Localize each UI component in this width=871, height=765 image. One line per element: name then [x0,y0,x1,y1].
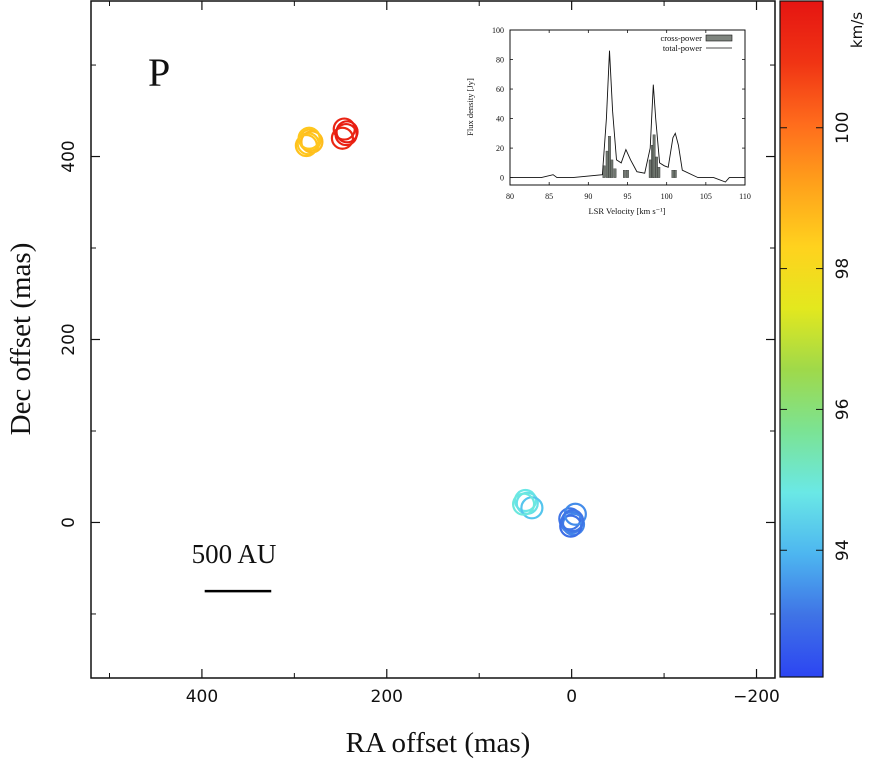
colorbar-tick-label: 94 [833,539,853,561]
y-tick-label: 200 [59,323,79,355]
inset-axis-ticks: 80 85 90 95 100 105 110 0 20 40 60 80 100 [492,26,751,201]
cross-power-bars [602,134,677,178]
y-tick-label: 400 [59,140,79,172]
maser-spot [513,488,538,513]
inset-y-tick-label: 80 [496,56,504,65]
total-power-line [510,50,745,183]
inset-y-axis-label: Flux density [Jy] [465,78,475,136]
inset-y-tick-label: 40 [496,115,504,124]
colorbar-ticks: 94 96 98 100 [780,112,853,561]
maser-spot [511,492,536,516]
cross-power-bar [605,150,609,178]
cross-power-bar [648,159,652,178]
cross-power-bar [671,170,675,178]
inset-y-tick-label: 0 [500,174,504,183]
cross-power-bar [657,167,661,178]
cross-power-bar [626,170,629,178]
maser-spot [300,130,324,154]
scale-bar-label: 500 AU [192,539,277,569]
cross-power-bar [623,170,626,178]
inset-y-tick-label: 100 [492,26,504,35]
cross-power-bar [673,170,677,178]
inset-y-tick-label: 20 [496,144,504,153]
inset-x-axis-label: LSR Velocity [km s⁻¹] [588,206,665,216]
maser-spot [558,507,582,531]
colorbar-tick-label: 100 [833,112,853,144]
colorbar-tick-label: 98 [833,258,853,280]
colorbar-unit-label: km/s [848,12,866,48]
inset-x-tick-label: 110 [739,192,751,201]
inset-x-tick-label: 85 [545,192,553,201]
cross-power-bar [652,134,656,178]
inset-x-tick-label: 80 [506,192,514,201]
legend-total-power-label: total-power [663,43,702,53]
x-tick-label: −200 [733,687,780,707]
maser-spot [560,509,585,533]
cross-power-bar [655,156,658,178]
inset-x-tick-label: 90 [584,192,592,201]
colorbar-tick-label: 96 [833,399,853,421]
x-tick-label: 200 [371,687,403,707]
cross-power-bar [610,159,614,178]
maser-spot [297,126,321,150]
maser-spots [294,117,587,538]
x-axis-label: RA offset (mas) [346,727,531,759]
x-tick-label: 0 [566,687,577,707]
legend-cross-power-swatch [705,34,733,42]
cross-power-bar [613,168,617,178]
inset-x-tick-label: 100 [661,192,673,201]
colorbar [779,0,824,678]
inset-spectrum: 80 85 90 95 100 105 110 0 20 40 60 80 100 LSR Veloci… [465,26,751,216]
panel-label: P [148,50,170,95]
y-axis-label: Dec offset (mas) [5,243,37,436]
inset-x-tick-label: 105 [700,192,712,201]
maser-spot [335,120,359,144]
inset-frame [509,29,746,186]
y-tick-label: 0 [59,517,79,528]
maser-spot [330,126,355,150]
inset-x-tick-label: 95 [624,192,632,201]
x-tick-label: 400 [186,687,218,707]
inset-y-tick-label: 60 [496,85,504,94]
cross-power-bar [608,136,611,178]
legend-cross-power-label: cross-power [660,33,702,43]
